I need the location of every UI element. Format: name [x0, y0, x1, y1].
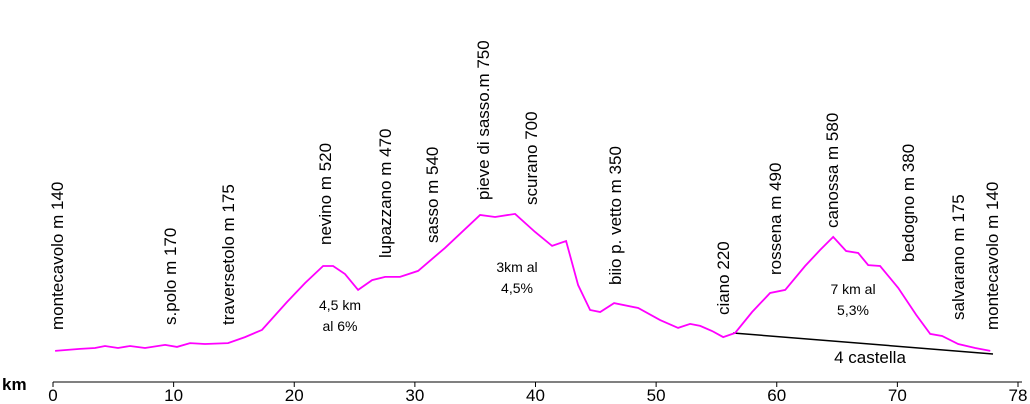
place-label: montecavolo m 140 [48, 182, 67, 330]
place-label: lupazzano m 470 [376, 129, 395, 258]
grade-label: al 6% [322, 318, 357, 334]
x-tick-label: 20 [285, 386, 304, 404]
x-tick-label: 30 [405, 386, 424, 404]
x-tick-label: 78 [1009, 386, 1028, 404]
x-tick-label: 0 [48, 386, 57, 404]
x-tick-label: 70 [888, 386, 907, 404]
elevation-line [55, 212, 991, 352]
x-axis-label: km [2, 375, 27, 394]
place-label: salvarano m 175 [949, 194, 968, 320]
place-label: montecavolo m 140 [983, 182, 1002, 330]
grade-label: 7 km al [830, 281, 875, 297]
grade-label: 3km al [496, 259, 537, 275]
grade-label: 4,5% [501, 280, 533, 296]
place-label: traversetolo m 175 [219, 184, 238, 325]
x-tick-label: 60 [767, 386, 786, 404]
place-label: pieve di sasso.m 750 [474, 40, 493, 200]
place-label: biio p. vetto m 350 [606, 146, 625, 285]
grade-label: 4,5 km [319, 297, 361, 313]
route-label: 4 castella [834, 348, 906, 367]
place-label: rossena m 490 [766, 163, 785, 275]
x-tick-label: 40 [526, 386, 545, 404]
place-label: s.polo m 170 [161, 228, 180, 325]
grade-label: 5,3% [837, 302, 869, 318]
x-tick-label: 50 [647, 386, 666, 404]
place-label: scurano 700 [522, 111, 541, 205]
place-label: ciano 220 [714, 241, 733, 315]
place-label: bedogno m 380 [899, 144, 918, 262]
place-label: sasso m 540 [423, 147, 442, 243]
x-tick-label: 10 [164, 386, 183, 404]
place-label: nevino m 520 [316, 143, 335, 245]
route-line [732, 332, 994, 355]
place-label: canossa m 580 [823, 113, 842, 228]
